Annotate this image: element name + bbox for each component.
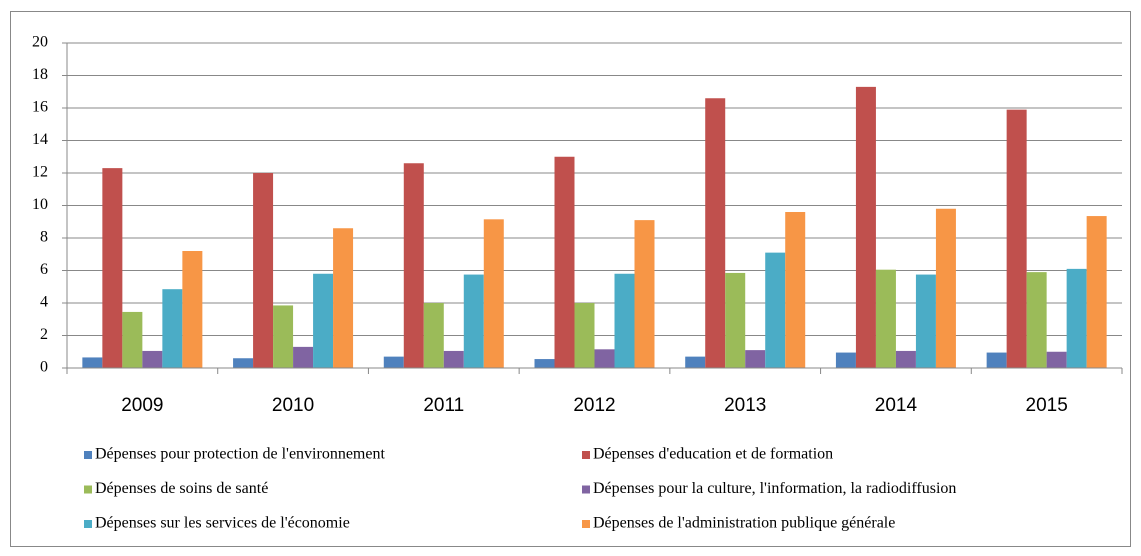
legend-label: Dépenses pour la culture, l'information,… [593, 480, 956, 497]
bar [986, 352, 1007, 368]
bar [765, 252, 786, 368]
bar [403, 163, 424, 368]
y-tick-label: 12 [32, 164, 48, 181]
y-tick-label: 20 [32, 34, 48, 51]
x-tick-label: 2011 [423, 395, 464, 416]
bar [745, 350, 766, 368]
legend-swatch [84, 485, 92, 494]
bar [273, 305, 294, 368]
bar [634, 220, 655, 368]
y-tick-label: 4 [40, 294, 48, 311]
bar [785, 212, 806, 368]
y-tick-label: 16 [32, 99, 48, 116]
legend-swatch [582, 485, 590, 494]
y-tick-label: 10 [32, 196, 48, 213]
x-tick-label: 2012 [573, 395, 615, 416]
bar [423, 303, 444, 368]
bar [333, 228, 354, 368]
legend-label: Dépenses d'education et de formation [593, 446, 833, 463]
bar [1006, 109, 1027, 368]
bar [463, 274, 484, 368]
bar [293, 346, 314, 368]
bar [614, 273, 635, 368]
bar [162, 289, 183, 368]
bar [102, 168, 123, 368]
bar [574, 303, 595, 368]
bar [122, 311, 143, 368]
bar [1046, 351, 1067, 368]
x-tick-label: 2009 [121, 395, 163, 416]
legend-label: Dépenses sur les services de l'économie [95, 515, 350, 532]
bar [1086, 216, 1107, 368]
bar [182, 251, 203, 368]
bar [895, 350, 916, 368]
bar [483, 219, 504, 368]
y-tick-label: 2 [40, 326, 48, 343]
x-tick-label: 2010 [272, 395, 314, 416]
bar [383, 356, 404, 368]
y-tick-label: 14 [32, 131, 48, 148]
bar [705, 98, 726, 368]
bar [835, 352, 856, 368]
bar [685, 356, 706, 368]
legend-swatch [84, 520, 92, 528]
bar [554, 156, 575, 368]
x-tick-label: 2015 [1026, 395, 1068, 416]
legend-label: Dépenses de l'administration publique gé… [593, 515, 895, 532]
bar [534, 359, 555, 368]
bar [594, 349, 615, 368]
bar [443, 350, 464, 368]
bar [915, 274, 936, 368]
bar [935, 208, 956, 368]
legend-swatch [582, 451, 590, 459]
bar [233, 358, 254, 368]
legend-swatch [84, 451, 92, 459]
bar [725, 272, 746, 368]
bar [253, 173, 274, 368]
bar [1026, 272, 1047, 368]
legend-label: Dépenses pour protection de l'environnem… [95, 446, 385, 463]
y-tick-label: 8 [40, 229, 48, 246]
bar [875, 269, 896, 368]
bar [142, 350, 163, 368]
bar [855, 86, 876, 368]
bar [82, 357, 103, 368]
y-tick-label: 6 [40, 261, 48, 278]
x-tick-label: 2013 [724, 395, 766, 416]
legend-label: Dépenses de soins de santé [95, 480, 268, 497]
y-tick-label: 18 [32, 66, 48, 83]
x-tick-label: 2014 [875, 395, 918, 416]
legend-swatch [582, 520, 590, 528]
y-tick-label: 0 [40, 359, 48, 376]
bar [313, 273, 334, 368]
bar [1066, 268, 1087, 368]
